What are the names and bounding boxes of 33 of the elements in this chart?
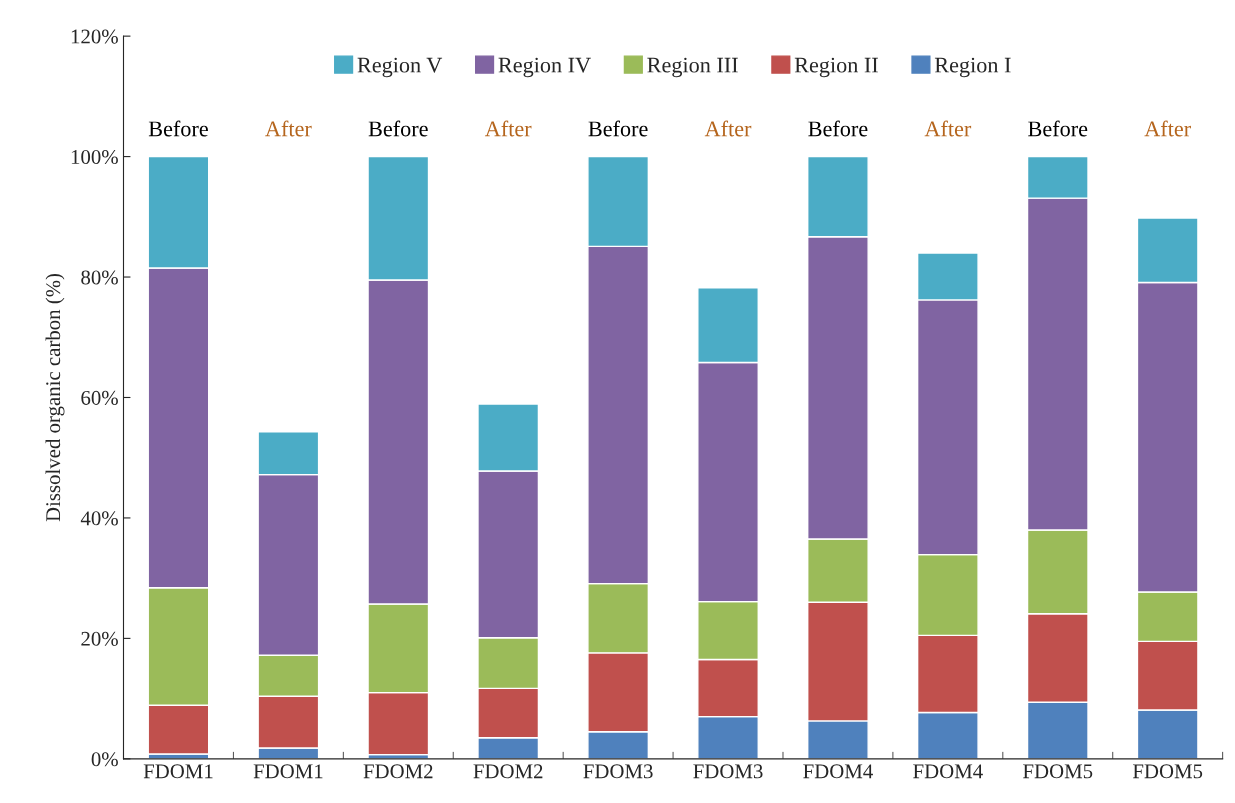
x-tick-label: FDOM2 — [473, 764, 543, 779]
annotation: Before — [1028, 120, 1088, 137]
annotation: After — [924, 120, 972, 137]
y-tick-label: 0% — [91, 752, 118, 767]
x-tick-label: FDOM3 — [583, 764, 653, 779]
y-tick-label: 20% — [81, 631, 118, 646]
x-tick-label: FDOM1 — [143, 764, 213, 779]
annotation: After — [265, 120, 312, 137]
annotation: Before — [368, 120, 428, 137]
x-tick-label: FDOM1 — [253, 764, 323, 779]
x-tick-label: FDOM4 — [913, 764, 983, 779]
x-tick-label: FDOM5 — [1023, 764, 1093, 779]
x-tick-label: FDOM2 — [363, 764, 433, 779]
y-tick-label: 60% — [81, 390, 118, 405]
annotation: After — [1144, 120, 1191, 137]
x-tick-label: FDOM4 — [803, 764, 873, 779]
annotation: After — [704, 120, 752, 137]
legend-label: Region I — [934, 57, 1011, 78]
x-tick-label: FDOM5 — [1132, 764, 1203, 779]
x-tick-label: FDOM3 — [693, 764, 763, 779]
legend-label: Region III — [647, 57, 738, 78]
legend-label: Region II — [794, 57, 878, 78]
annotation: Before — [588, 120, 648, 137]
legend-label: Region V — [357, 57, 443, 78]
y-tick-label: 80% — [81, 270, 118, 285]
legend-label: Region IV — [498, 57, 591, 78]
y-tick-label: 120% — [71, 29, 118, 44]
y-tick-label: 100% — [71, 149, 118, 165]
y-axis-title: Dissolved organic carbon (%) — [45, 273, 65, 522]
annotation: Before — [148, 120, 208, 137]
annotation: After — [484, 120, 532, 137]
annotation: Before — [808, 120, 868, 137]
y-tick-label: 40% — [80, 511, 118, 526]
